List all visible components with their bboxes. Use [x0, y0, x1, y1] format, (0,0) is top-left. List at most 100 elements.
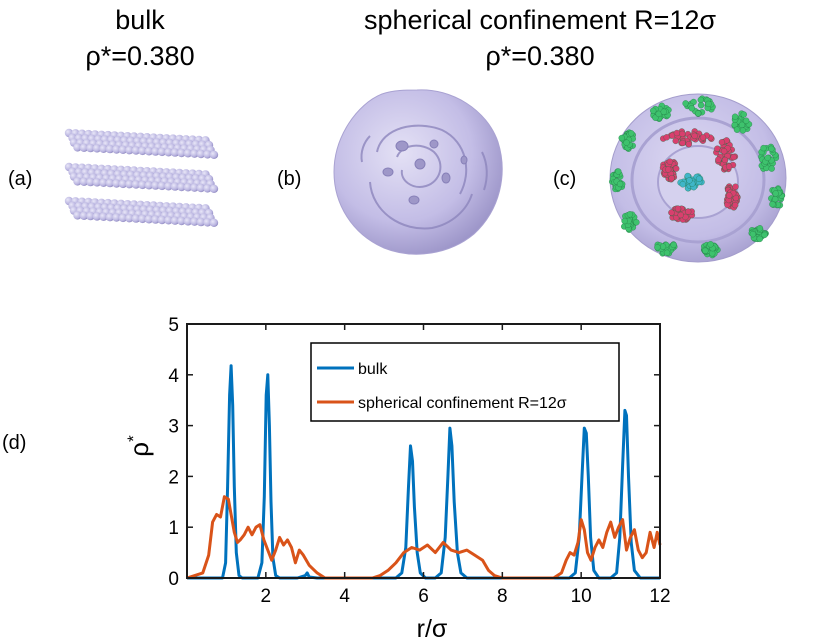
bulk-particle [125, 146, 134, 155]
chart-legend: bulk spherical confinement R=12σ [310, 342, 620, 422]
y-tick-label: 1 [168, 518, 179, 539]
bulk-particle [177, 148, 186, 158]
shell-particle [623, 139, 630, 146]
bulk-particle [79, 143, 89, 152]
outer-shell-cluster [731, 110, 753, 134]
shell-particle [731, 113, 739, 120]
bulk-particle [177, 182, 186, 192]
bulk-particle [164, 148, 173, 157]
y-tick-label: 5 [168, 315, 179, 336]
bulk-particle [170, 182, 180, 191]
y-axis-label: ρ* [124, 435, 154, 457]
outer-shell-cluster [701, 241, 721, 259]
bulk-layers-image [64, 128, 219, 227]
bulk-particle [118, 145, 128, 154]
bulk-layer-1 [64, 128, 219, 159]
shell-particle [666, 158, 674, 165]
bulk-particle [138, 214, 147, 224]
shell-particle [772, 190, 779, 197]
bulk-particle [99, 144, 108, 153]
isosurface-shell [333, 89, 503, 255]
shell-particle [732, 194, 740, 202]
bulk-particle [209, 150, 219, 159]
shell-particle [707, 241, 714, 248]
bulk-particle [73, 143, 82, 152]
shell-particle [761, 231, 768, 239]
bulk-particle [170, 216, 180, 225]
shell-particle [679, 139, 686, 147]
shell-particle [618, 134, 625, 142]
shell-particle [769, 201, 776, 208]
x-tick-label: 6 [418, 586, 429, 607]
bulk-particle [99, 212, 108, 221]
outer-shell-cluster [650, 102, 672, 122]
shell-particle [650, 107, 657, 114]
bulk-particle [151, 181, 160, 190]
bulk-particle [79, 177, 89, 186]
shell-particle [764, 154, 771, 162]
bulk-particle [99, 178, 108, 187]
outer-shell-cluster [758, 143, 780, 172]
bulk-particle [105, 178, 115, 188]
bulk-particle [86, 143, 95, 153]
title-bulk-line1: bulk [115, 5, 165, 35]
shell-particle [673, 129, 681, 137]
shell-particle [697, 96, 704, 104]
shell-particle [726, 192, 733, 199]
shell-particle [682, 100, 689, 107]
shell-particle [756, 225, 764, 232]
bulk-particle [203, 218, 212, 227]
bulk-particle [151, 147, 160, 156]
bulk-particle [112, 179, 121, 188]
shell-particle [674, 205, 682, 212]
shell-particle [760, 144, 767, 152]
x-tick-label: 4 [339, 586, 350, 607]
series-line-confined [186, 495, 662, 580]
bulk-particle [203, 150, 212, 159]
bulk-particle [125, 214, 134, 223]
shell-particle [699, 134, 707, 141]
bulk-particle [183, 149, 193, 158]
outer-shell-cluster [682, 95, 716, 117]
middle-shell-cluster [713, 137, 739, 173]
bulk-particle [92, 178, 102, 187]
bulk-particle [112, 213, 121, 222]
shell-particle [756, 235, 763, 243]
bulk-particle [170, 148, 180, 157]
shell-particle [732, 183, 739, 190]
bulk-particle [125, 180, 134, 189]
shell-particle [697, 102, 705, 109]
bulk-particle [144, 147, 154, 156]
shell-particle [695, 175, 703, 182]
bulk-particle [209, 184, 219, 193]
confined-isosurface-image [333, 89, 503, 255]
bulk-particle [131, 146, 141, 155]
bulk-particle [183, 183, 193, 192]
x-tick-label: 8 [497, 586, 508, 607]
shell-particle [621, 217, 628, 225]
shell-particle [668, 175, 675, 182]
confined-cross-section-image [609, 93, 787, 263]
shell-particle [720, 148, 728, 155]
shell-particle [628, 130, 635, 137]
bulk-particle [196, 217, 206, 227]
shell-particle [654, 244, 661, 251]
shell-particle [738, 121, 746, 129]
shell-particle [743, 117, 750, 124]
outer-shell-cluster [768, 185, 786, 209]
bulk-particle [86, 177, 95, 187]
shell-particle [685, 208, 692, 215]
bulk-particle [73, 177, 82, 186]
shell-particle [668, 209, 675, 216]
shell-particle [705, 100, 712, 108]
legend-label-confined: spherical confinement R=12σ [358, 395, 567, 412]
bulk-particle [196, 183, 206, 193]
legend-box [310, 342, 620, 422]
y-tick-label: 4 [168, 366, 179, 387]
y-tick-label: 2 [168, 467, 179, 488]
bulk-particle [92, 212, 102, 221]
shell-particle [768, 165, 775, 172]
title-confinement-line1: spherical confinement R=12σ [363, 5, 717, 35]
middle-shell-cluster [723, 183, 741, 211]
core-cluster [677, 172, 705, 192]
